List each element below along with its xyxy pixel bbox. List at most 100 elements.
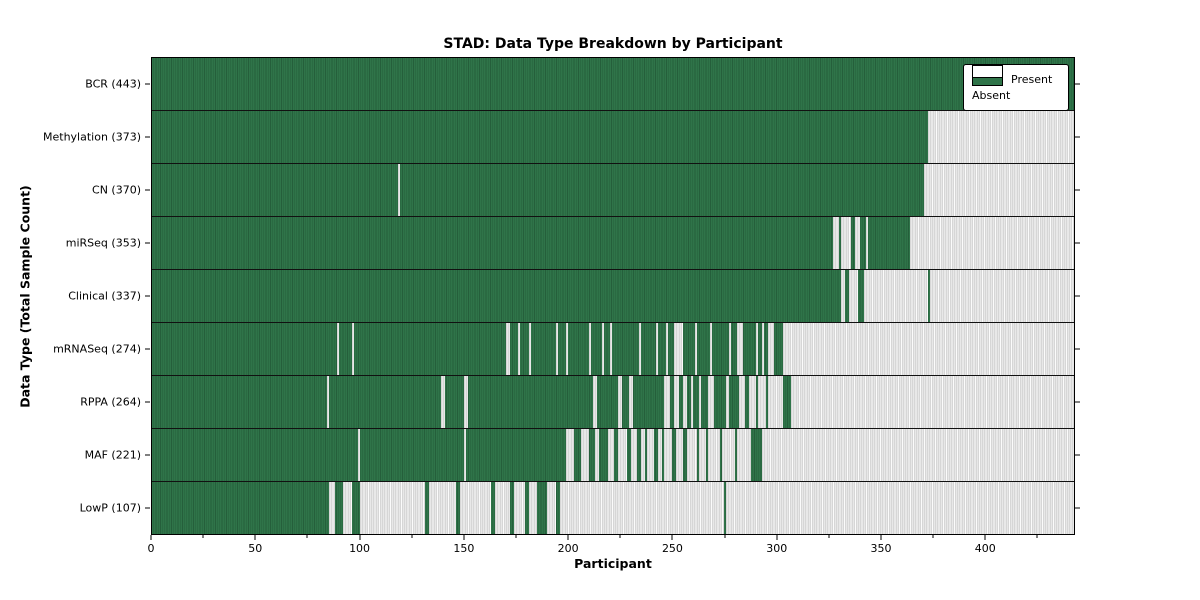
absent-span	[757, 376, 766, 428]
absent-span	[628, 376, 633, 428]
absent-span	[618, 429, 627, 481]
absent-span	[928, 111, 1074, 163]
x-tick-minor	[724, 535, 726, 538]
absent-span	[618, 376, 623, 428]
xtick-label-400: 400	[974, 542, 996, 555]
absent-span	[736, 429, 752, 481]
x-tick-major	[359, 535, 361, 540]
absent-span	[726, 482, 1074, 534]
row-lowp	[152, 482, 1074, 534]
xtick-label-200: 200	[557, 542, 579, 555]
ytick-label-maf: MAF (221)	[84, 448, 141, 462]
absent-span	[464, 429, 467, 481]
absent-span	[709, 323, 712, 375]
absent-span	[722, 429, 735, 481]
absent-span	[924, 164, 1074, 216]
absent-span	[707, 429, 721, 481]
absent-span	[641, 429, 646, 481]
absent-span	[699, 429, 706, 481]
absent-span	[528, 323, 531, 375]
absent-span	[699, 376, 702, 428]
absent-span	[358, 429, 361, 481]
absent-span	[326, 376, 329, 428]
absent-span	[566, 429, 575, 481]
absent-span	[495, 482, 510, 534]
absent-span	[840, 217, 852, 269]
y-tick	[1075, 189, 1080, 191]
absent-span	[676, 429, 683, 481]
x-tick-major	[254, 535, 256, 540]
y-tick	[1075, 242, 1080, 244]
absent-span	[351, 323, 354, 375]
absent-span	[514, 482, 525, 534]
absent-span	[441, 376, 446, 428]
absent-span	[566, 323, 569, 375]
row-mirseq	[152, 217, 1074, 270]
row-clinical	[152, 270, 1074, 323]
absent-span	[674, 376, 679, 428]
row-methylation	[152, 111, 1074, 164]
legend-absent-swatch	[972, 65, 1003, 78]
row-bcr	[152, 58, 1074, 111]
absent-span	[768, 323, 775, 375]
ytick-label-rppa: RPPA (264)	[80, 395, 141, 409]
row-cn	[152, 164, 1074, 217]
legend-absent-label: Absent	[972, 89, 1011, 102]
xtick-label-50: 50	[248, 542, 263, 555]
absent-span	[630, 429, 637, 481]
ytick-label-mrnaseq: mRNASeq (274)	[53, 342, 141, 356]
absent-span	[647, 429, 654, 481]
y-tick	[145, 348, 150, 350]
x-tick-major	[150, 535, 152, 540]
y-tick	[145, 401, 150, 403]
xtick-label-0: 0	[147, 542, 155, 555]
xtick-label-300: 300	[766, 542, 788, 555]
absent-span	[782, 323, 1074, 375]
absent-span	[595, 429, 600, 481]
y-tick	[145, 83, 150, 85]
ytick-label-bcr: BCR (443)	[85, 77, 141, 91]
absent-span	[930, 270, 1074, 322]
row-maf	[152, 429, 1074, 482]
legend-present-label: Present	[1011, 73, 1053, 86]
x-tick-minor	[932, 535, 934, 538]
absent-span	[460, 482, 492, 534]
absent-span	[755, 323, 758, 375]
absent-span	[601, 323, 604, 375]
y-tick	[1075, 136, 1080, 138]
absent-span	[909, 217, 1074, 269]
x-axis-title: Participant	[574, 556, 652, 571]
absent-span	[738, 376, 746, 428]
absent-span	[607, 429, 615, 481]
absent-span	[464, 376, 469, 428]
absent-span	[580, 429, 590, 481]
absent-span	[428, 482, 456, 534]
xtick-label-150: 150	[453, 542, 475, 555]
absent-span	[695, 323, 698, 375]
xtick-label-250: 250	[661, 542, 683, 555]
x-tick-minor	[306, 535, 308, 538]
x-tick-minor	[828, 535, 830, 538]
y-tick	[1075, 348, 1080, 350]
absent-span	[674, 323, 683, 375]
ytick-label-clinical: Clinical (337)	[68, 289, 141, 303]
absent-span	[397, 164, 400, 216]
y-tick	[145, 189, 150, 191]
y-tick	[145, 454, 150, 456]
x-tick-major	[463, 535, 465, 540]
y-tick	[145, 242, 150, 244]
x-tick-minor	[619, 535, 621, 538]
ytick-label-mirseq: miRSeq (353)	[65, 236, 141, 250]
x-tick-major	[567, 535, 569, 540]
absent-span	[555, 323, 558, 375]
absent-span	[343, 482, 352, 534]
y-tick	[1075, 295, 1080, 297]
absent-span	[761, 429, 1074, 481]
absent-span	[736, 323, 744, 375]
absent-span	[655, 323, 658, 375]
absent-span	[686, 429, 698, 481]
y-tick	[1075, 454, 1080, 456]
ytick-label-lowp: LowP (107)	[79, 501, 141, 515]
absent-span	[328, 482, 336, 534]
absent-span	[840, 270, 846, 322]
